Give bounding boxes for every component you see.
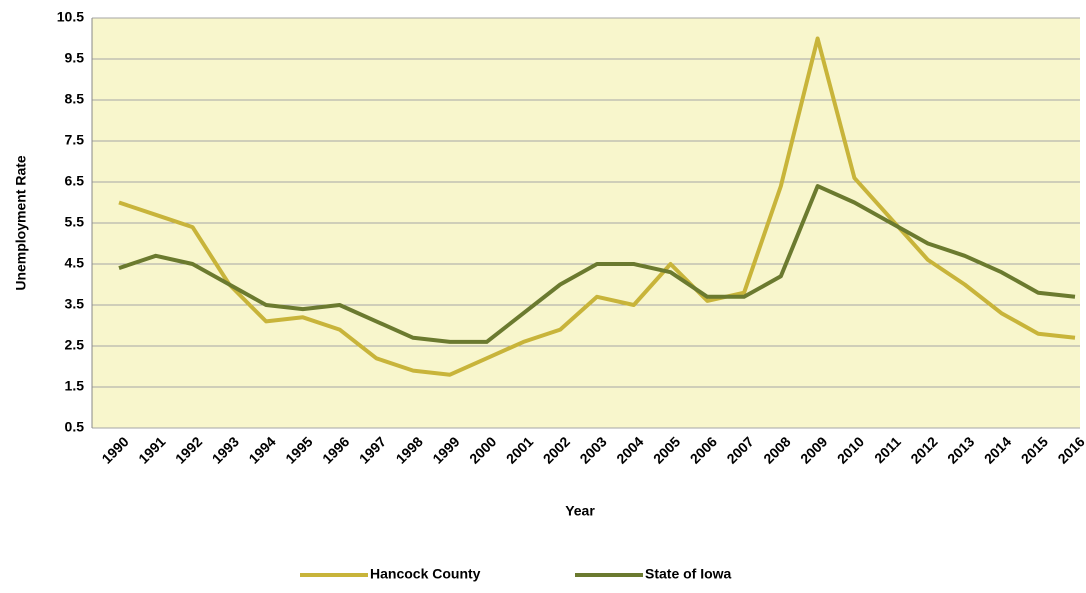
x-tick-label: 2001: [503, 433, 536, 466]
x-tick-label: 1996: [319, 433, 352, 466]
x-tick-label: 1991: [135, 433, 168, 466]
y-tick-label: 9.5: [65, 50, 85, 66]
y-tick-label: 7.5: [65, 132, 85, 148]
y-tick-label: 6.5: [65, 173, 85, 189]
x-tick-label: 2006: [687, 433, 720, 466]
x-tick-label: 2008: [760, 433, 793, 466]
data-line: [118, 36, 1076, 377]
y-tick-label: 1.5: [65, 378, 85, 394]
x-axis-title: Year: [565, 503, 595, 519]
y-axis-title: Unemployment Rate: [13, 155, 29, 291]
y-tick-label: 2.5: [65, 337, 85, 353]
x-tick-label: 2007: [723, 433, 756, 466]
x-tick-label: 1993: [209, 433, 242, 466]
y-tick-label: 4.5: [65, 255, 85, 271]
x-tick-label: 2004: [613, 433, 646, 466]
x-tick-label: 2014: [981, 433, 1014, 466]
x-tick-label: 2016: [1054, 433, 1086, 466]
x-tick-label: 2005: [650, 433, 683, 466]
x-tick-label: 2002: [540, 433, 573, 466]
x-tick-label: 2003: [576, 433, 609, 466]
y-tick-label: 10.5: [57, 9, 84, 25]
y-tick-label: 3.5: [65, 296, 85, 312]
x-tick-label: 2012: [907, 433, 940, 466]
y-tick-label: 0.5: [65, 419, 85, 435]
x-tick-label: 2009: [797, 433, 830, 466]
x-tick-label: 1998: [393, 433, 426, 466]
x-tick-label: 2011: [871, 433, 904, 466]
x-tick-label: 1992: [172, 433, 205, 466]
x-tick-label: 2010: [834, 433, 867, 466]
x-tick-label: 1995: [282, 433, 315, 466]
data-line: [118, 184, 1076, 344]
y-tick-label: 5.5: [65, 214, 85, 230]
x-tick-label: 1994: [245, 433, 278, 466]
x-tick-label: 2015: [1018, 433, 1051, 466]
x-tick-label: 1997: [356, 433, 389, 466]
x-tick-label: 2000: [466, 433, 499, 466]
legend-label: Hancock County: [370, 566, 481, 582]
x-tick-label: 1999: [429, 433, 462, 466]
x-tick-label: 1990: [98, 433, 131, 466]
legend-label: State of Iowa: [645, 566, 732, 582]
x-tick-label: 2013: [944, 433, 977, 466]
y-tick-label: 8.5: [65, 91, 85, 107]
